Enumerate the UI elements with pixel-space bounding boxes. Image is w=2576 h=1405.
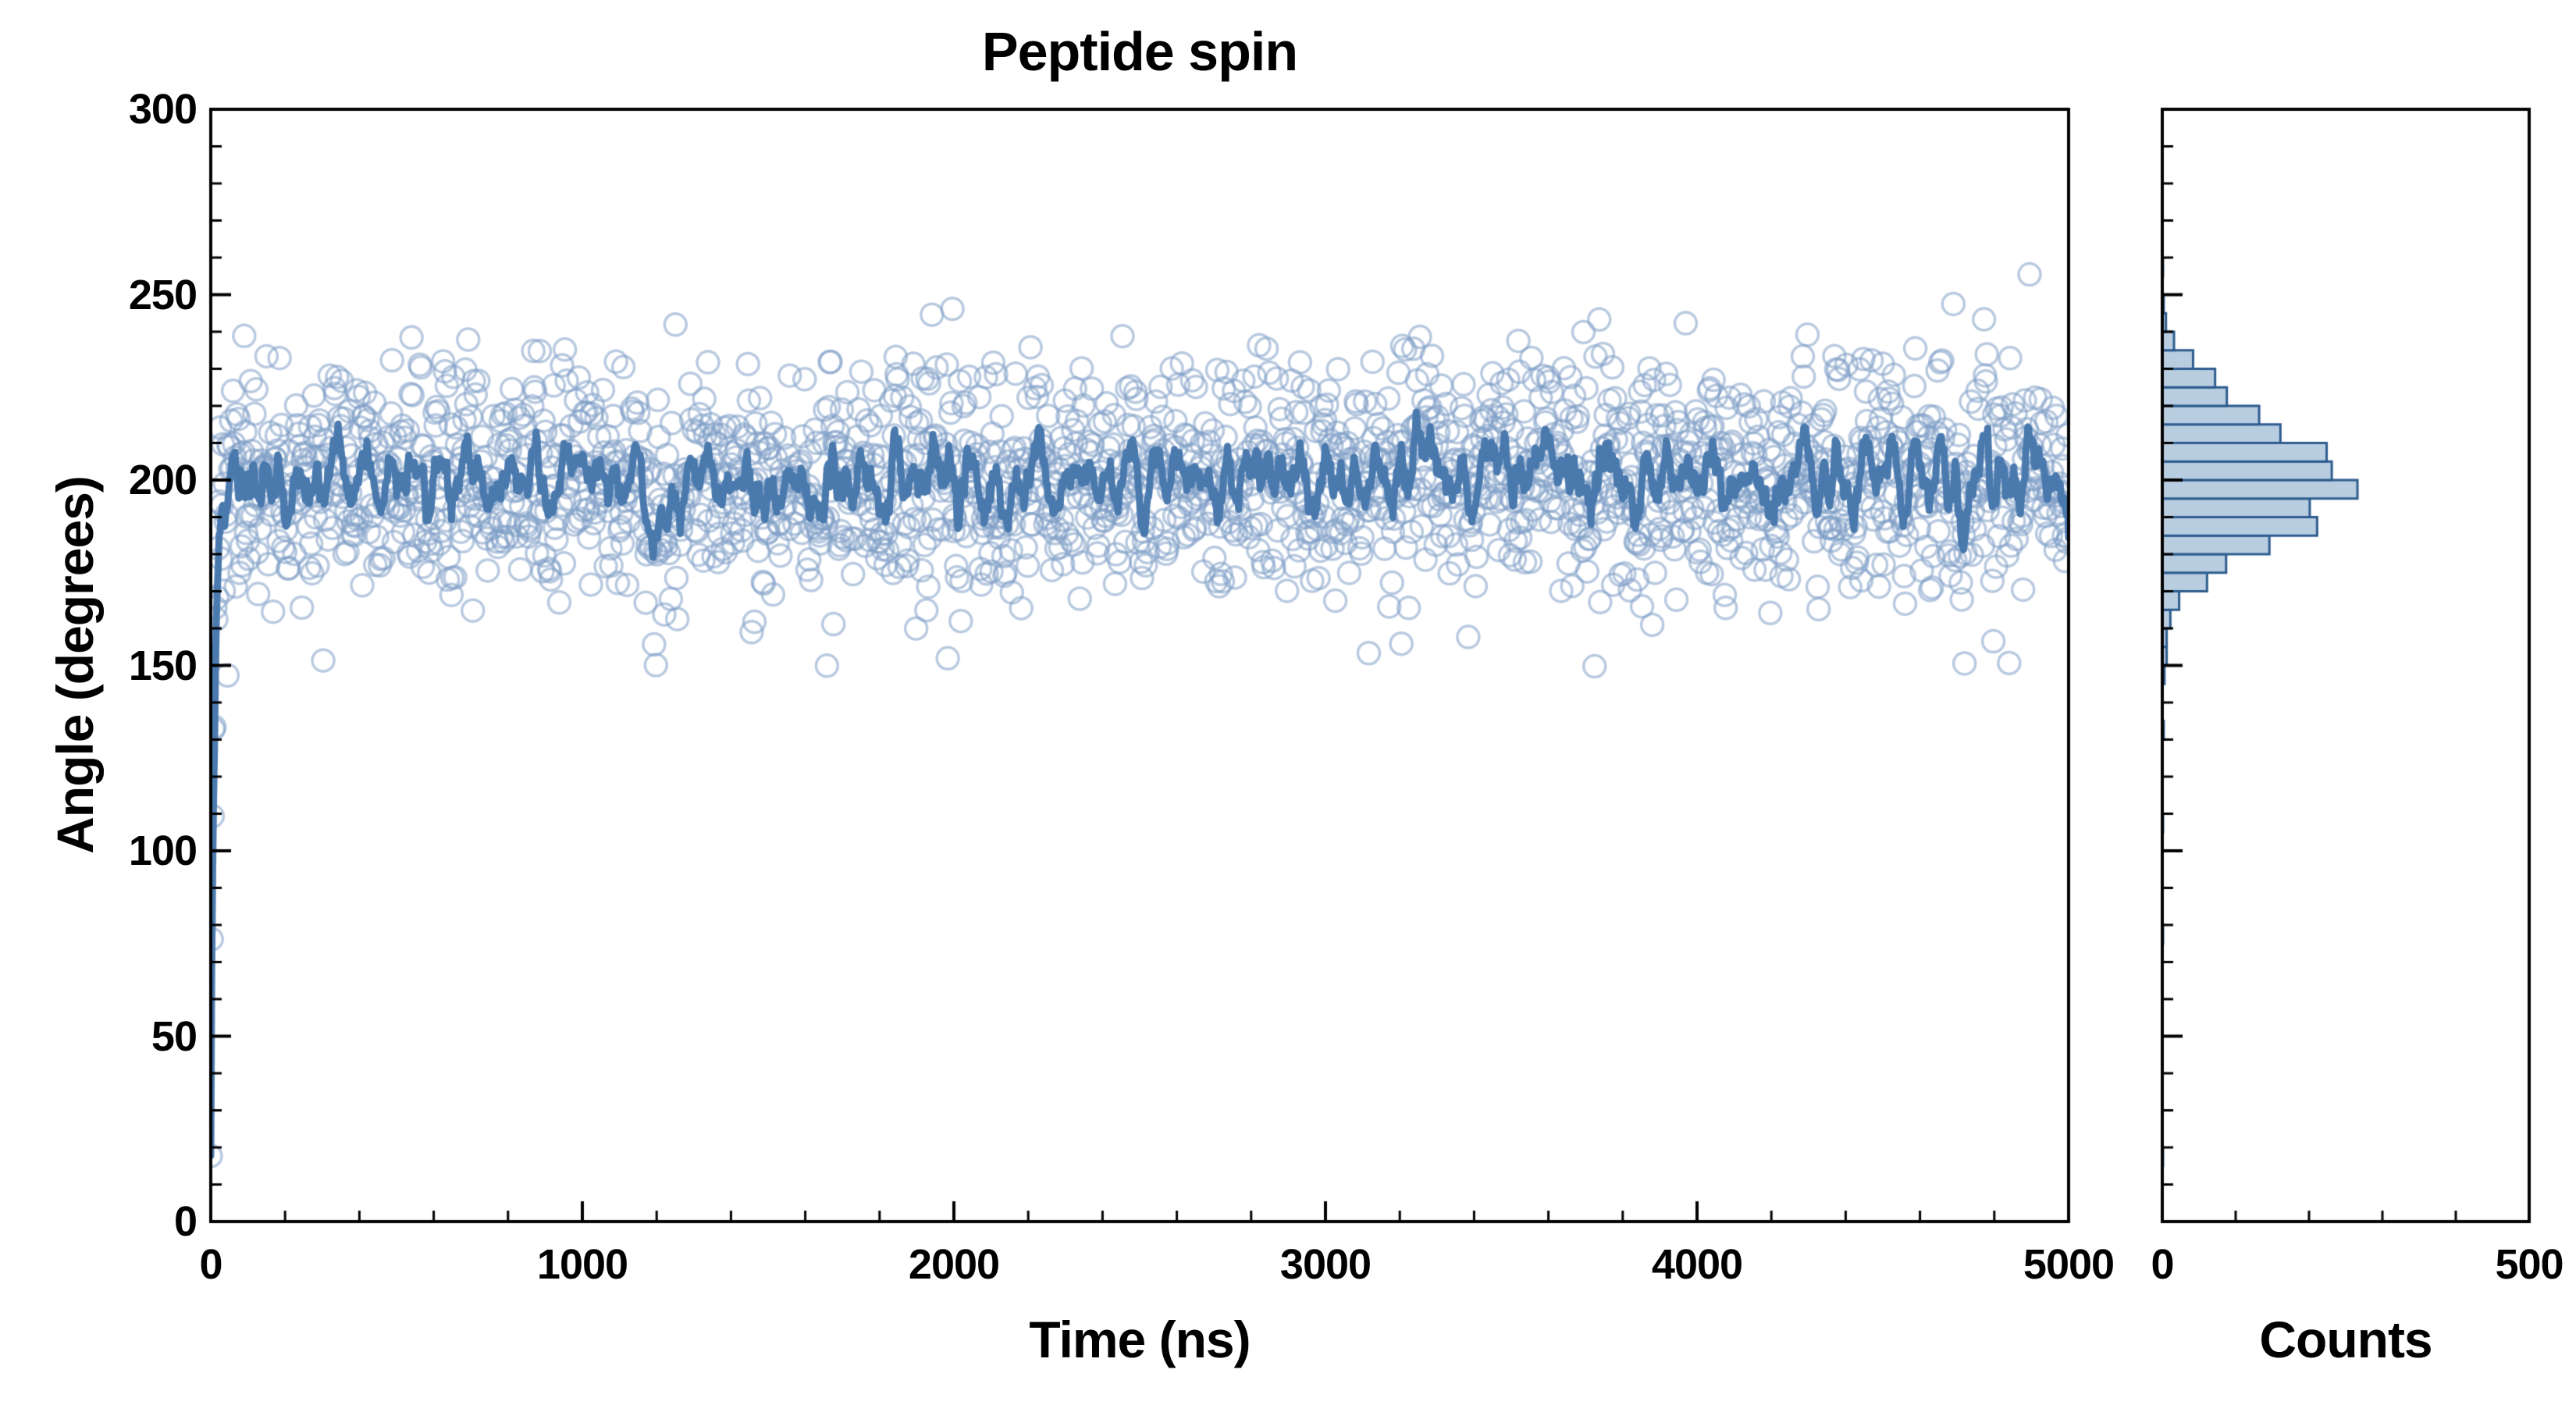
y-tick-label: 300 [128,86,197,133]
y-tick-label: 250 [128,271,197,318]
x-tick-label: 0 [199,1241,222,1288]
y-tick-label: 200 [128,457,197,503]
x-tick-label: 3000 [1279,1241,1372,1288]
x-axis-label-main: Time (ns) [1029,1311,1251,1368]
x-tick-label: 2000 [908,1241,1000,1288]
x-axis-label-hist: Counts [2259,1311,2432,1368]
x-tick-label: 5000 [2023,1241,2115,1288]
chart-title: Peptide spin [981,21,1298,82]
hist-x-tick-label: 0 [2151,1241,2174,1288]
hist-x-tick-label: 500 [2495,1241,2564,1288]
y-tick-label: 50 [151,1012,197,1060]
y-tick-label: 150 [128,642,197,689]
y-tick-label: 100 [128,827,197,874]
y-tick-label: 0 [173,1198,197,1245]
x-tick-label: 4000 [1651,1241,1743,1288]
x-tick-label: 1000 [536,1241,628,1288]
